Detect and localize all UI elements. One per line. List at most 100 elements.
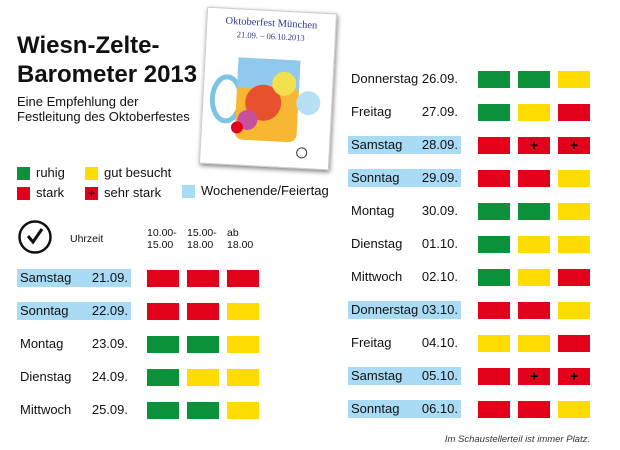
crowd-level-cell-red [187, 303, 219, 320]
crowd-level-cell-yellow [558, 236, 590, 253]
day-label: Montag 23.09. [17, 335, 131, 353]
crowd-level-cell-red [478, 401, 510, 418]
day-name: Dienstag [351, 236, 403, 251]
day-name: Montag [351, 203, 395, 218]
crowd-level-cell-red [518, 302, 550, 319]
legend-label-gut-besucht: gut besucht [104, 165, 172, 180]
day-date: 23.09. [91, 336, 128, 351]
day-name: Sonntag [351, 170, 400, 185]
crowd-level-cell-yellow [187, 369, 219, 386]
day-label: Samstag 21.09. [17, 269, 131, 287]
day-label: Donnerstag 03.10. [348, 301, 461, 319]
day-label: Sonntag 29.09. [348, 169, 461, 187]
legend-label-stark: stark [36, 185, 65, 200]
crowd-level-cell-red [558, 104, 590, 121]
day-label: Samstag 05.10. [348, 367, 461, 385]
clock-icon [18, 220, 52, 254]
day-label: Mittwoch 25.09. [17, 401, 131, 419]
time-slot-line: 15.00- [187, 227, 217, 239]
crowd-level-cell-yellow [558, 401, 590, 418]
beer-mug-illustration [209, 57, 321, 159]
crowd-level-cell-red [478, 302, 510, 319]
footnote: Im Schaustellerteil ist immer Platz. [444, 434, 590, 445]
day-name: Dienstag [20, 369, 72, 384]
legend-swatch-green [17, 167, 30, 180]
crowd-level-cell-red [518, 401, 550, 418]
crowd-level-cell-red-plus: + [558, 368, 590, 385]
day-label: Freitag 27.09. [348, 103, 461, 121]
crowd-level-cell-red [147, 303, 179, 320]
crowd-level-cell-green [478, 71, 510, 88]
crowd-level-cell-green [478, 269, 510, 286]
day-name: Montag [20, 336, 64, 351]
day-date: 03.10. [421, 302, 458, 317]
crowd-level-cell-yellow [227, 336, 259, 353]
time-slot-line: ab [227, 227, 239, 239]
day-name: Mittwoch [20, 402, 72, 417]
day-date: 04.10. [421, 335, 458, 350]
crowd-level-cell-yellow [518, 236, 550, 253]
crowd-level-cell-red [478, 137, 510, 154]
day-name: Samstag [351, 137, 403, 152]
day-date: 01.10. [421, 236, 458, 251]
day-date: 06.10. [421, 401, 458, 416]
crowd-level-cell-green [147, 402, 179, 419]
day-name: Sonntag [20, 303, 69, 318]
crowd-level-cell-yellow [558, 302, 590, 319]
day-date: 26.09. [421, 71, 458, 86]
crowd-level-cell-green [187, 402, 219, 419]
day-date: 02.10. [421, 269, 458, 284]
crowd-level-cell-yellow [227, 369, 259, 386]
day-date: 05.10. [421, 368, 458, 383]
day-name: Samstag [351, 368, 403, 383]
time-slot-line: 18.00 [187, 239, 214, 251]
day-name: Donnerstag [351, 71, 419, 86]
crowd-level-cell-yellow [227, 402, 259, 419]
time-slot-line: 10.00- [147, 227, 177, 239]
crowd-level-cell-red [558, 269, 590, 286]
time-slot-header: 10.00- 15.00 [147, 227, 177, 251]
crowd-level-cell-yellow [227, 303, 259, 320]
crowd-level-cell-red [558, 335, 590, 352]
crowd-level-cell-green [478, 104, 510, 121]
day-name: Mittwoch [351, 269, 403, 284]
crowd-level-cell-green [147, 336, 179, 353]
time-slot-header: 15.00- 18.00 [187, 227, 217, 251]
day-label: Freitag 04.10. [348, 334, 461, 352]
day-label: Montag 30.09. [348, 202, 461, 220]
legend-swatch-weekend [182, 185, 195, 198]
crowd-level-cell-red-plus: + [518, 137, 550, 154]
poster-image: Oktoberfest München 21.09. – 06.10.2013 [198, 6, 338, 171]
day-name: Sonntag [351, 401, 400, 416]
crowd-level-cell-yellow [558, 170, 590, 187]
crowd-level-cell-yellow [518, 269, 550, 286]
day-label: Dienstag 01.10. [348, 235, 461, 253]
day-date: 25.09. [91, 402, 128, 417]
day-label: Sonntag 06.10. [348, 400, 461, 418]
crowd-level-cell-yellow [558, 71, 590, 88]
crowd-level-cell-green [478, 203, 510, 220]
crowd-level-cell-red-plus: + [518, 368, 550, 385]
crowd-level-cell-red [478, 368, 510, 385]
day-name: Donnerstag [351, 302, 419, 317]
day-name: Freitag [351, 335, 392, 350]
crowd-level-cell-green [518, 203, 550, 220]
legend-label-weekend: Wochenende/Feiertag [201, 183, 329, 198]
time-slot-header: ab 18.00 [227, 227, 253, 251]
crowd-level-cell-yellow [478, 335, 510, 352]
crowd-level-cell-green [187, 336, 219, 353]
day-date: 30.09. [421, 203, 458, 218]
crowd-level-cell-yellow [518, 335, 550, 352]
crowd-level-cell-green [147, 369, 179, 386]
time-slot-line: 15.00 [147, 239, 174, 251]
crowd-level-cell-red [478, 170, 510, 187]
day-label: Dienstag 24.09. [17, 368, 131, 386]
day-label: Sonntag 22.09. [17, 302, 131, 320]
day-date: 27.09. [421, 104, 458, 119]
legend-swatch-red [17, 187, 30, 200]
crowd-level-cell-red-plus: + [558, 137, 590, 154]
legend-swatch-red-plus: + [85, 187, 98, 200]
crowd-level-cell-red [227, 270, 259, 287]
day-date: 28.09. [421, 137, 458, 152]
legend-swatch-yellow [85, 167, 98, 180]
